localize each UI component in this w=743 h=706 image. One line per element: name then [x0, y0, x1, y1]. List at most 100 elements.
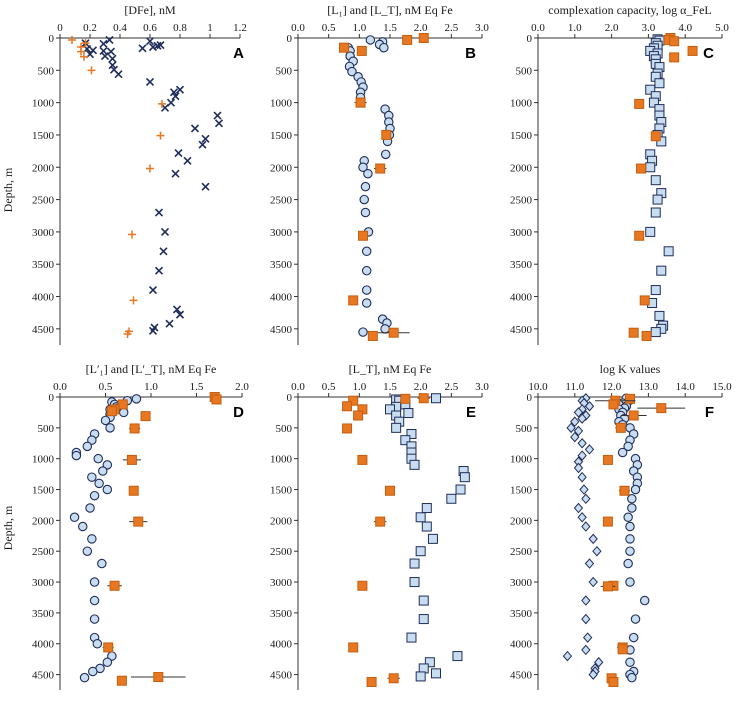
data-point: [403, 408, 414, 419]
data-point: [145, 37, 155, 46]
x-tick-label: 15.0: [712, 381, 732, 393]
data-point: [108, 54, 117, 63]
data-point: [171, 92, 180, 101]
data-point: [588, 533, 598, 545]
data-point: [656, 403, 667, 414]
data-point: [645, 162, 656, 173]
data-point: [128, 485, 139, 496]
y-tick-label: 1000: [32, 454, 55, 466]
y-tick-label: 3000: [270, 577, 293, 589]
series: [343, 35, 395, 337]
data-point: [602, 581, 613, 592]
y-axis-label-bottom: Depth, m: [1, 505, 15, 550]
data-point: [427, 533, 438, 544]
data-point: [71, 450, 82, 461]
data-point: [94, 478, 104, 489]
panel-letter: F: [705, 404, 714, 421]
data-point: [577, 450, 587, 461]
data-point: [581, 521, 591, 532]
data-point: [357, 454, 368, 465]
y-tick-label: 4500: [510, 324, 533, 336]
data-point: [82, 441, 93, 452]
data-point: [402, 34, 413, 45]
y-tick-label: 2000: [510, 515, 533, 527]
y-tick-label: 3000: [510, 577, 533, 589]
data-point: [615, 422, 626, 433]
data-point: [421, 521, 432, 532]
data-point: [418, 393, 429, 404]
y-tick-label: 500: [516, 65, 533, 77]
y-tick-label: 4000: [270, 639, 293, 651]
data-point: [88, 666, 98, 677]
data-point: [588, 669, 598, 680]
data-point: [87, 472, 97, 482]
data-point: [356, 45, 367, 56]
panel-letter: B: [465, 45, 476, 62]
y-tick-label: 2000: [32, 162, 55, 174]
data-point: [363, 168, 373, 179]
data-point: [570, 416, 580, 427]
y-tick-label: 3000: [510, 227, 533, 239]
data-point: [68, 35, 76, 44]
x-tick-label: 13.0: [639, 381, 659, 393]
data-point: [339, 42, 349, 53]
y-tick-label: 3500: [510, 608, 533, 620]
y-tick-label: 1500: [32, 485, 55, 497]
x-tick-label: 1.0: [352, 381, 366, 393]
y-axis-label-top: Depth, m: [1, 167, 15, 212]
data-point: [361, 246, 372, 257]
data-point: [201, 182, 210, 191]
data-point: [639, 595, 650, 606]
panel-letter: E: [466, 404, 476, 421]
data-point: [174, 148, 183, 158]
data-point: [625, 521, 635, 532]
data-point: [358, 230, 369, 241]
x-tick-label: 1.0: [352, 22, 366, 34]
y-tick-label: 0: [287, 392, 293, 404]
y-tick-label: 3500: [32, 608, 55, 620]
data-point: [175, 310, 185, 319]
data-point: [652, 194, 663, 205]
panel-title: complexation capacity, log α_FeL: [548, 3, 711, 17]
data-point: [365, 35, 376, 45]
y-tick-label: 4500: [270, 324, 293, 336]
data-point: [146, 164, 154, 173]
data-point: [623, 558, 633, 569]
data-point: [650, 327, 661, 338]
data-point: [92, 638, 103, 649]
data-point: [594, 656, 604, 668]
data-point: [89, 614, 100, 624]
y-tick-label: 2500: [510, 546, 533, 558]
series: [339, 33, 432, 341]
x-tick-label: 1.2: [233, 22, 247, 34]
data-point: [358, 327, 368, 337]
data-point: [648, 97, 659, 108]
data-point: [359, 194, 369, 205]
x-tick-label: 2.0: [414, 22, 428, 34]
data-point: [650, 207, 661, 218]
series: [562, 392, 604, 680]
data-point: [608, 676, 619, 687]
data-point: [138, 44, 147, 53]
series: [81, 35, 224, 335]
y-tick-label: 3000: [32, 577, 55, 589]
data-point: [406, 429, 417, 440]
panel-letter: D: [233, 404, 244, 421]
data-point: [89, 595, 100, 606]
x-tick-label: 1.0: [144, 381, 158, 393]
y-tick-label: 500: [38, 65, 55, 77]
data-point: [361, 285, 372, 295]
data-point: [400, 393, 411, 404]
data-point: [588, 576, 598, 588]
data-point: [82, 546, 93, 556]
series: [645, 34, 674, 338]
data-point: [421, 503, 432, 514]
x-tick-label: 2.5: [444, 381, 458, 393]
data-point: [625, 546, 635, 556]
y-tick-label: 4000: [510, 639, 533, 651]
data-point: [172, 305, 182, 314]
data-point: [431, 393, 441, 404]
data-point: [581, 613, 591, 625]
data-point: [415, 512, 426, 523]
data-point: [348, 642, 359, 653]
